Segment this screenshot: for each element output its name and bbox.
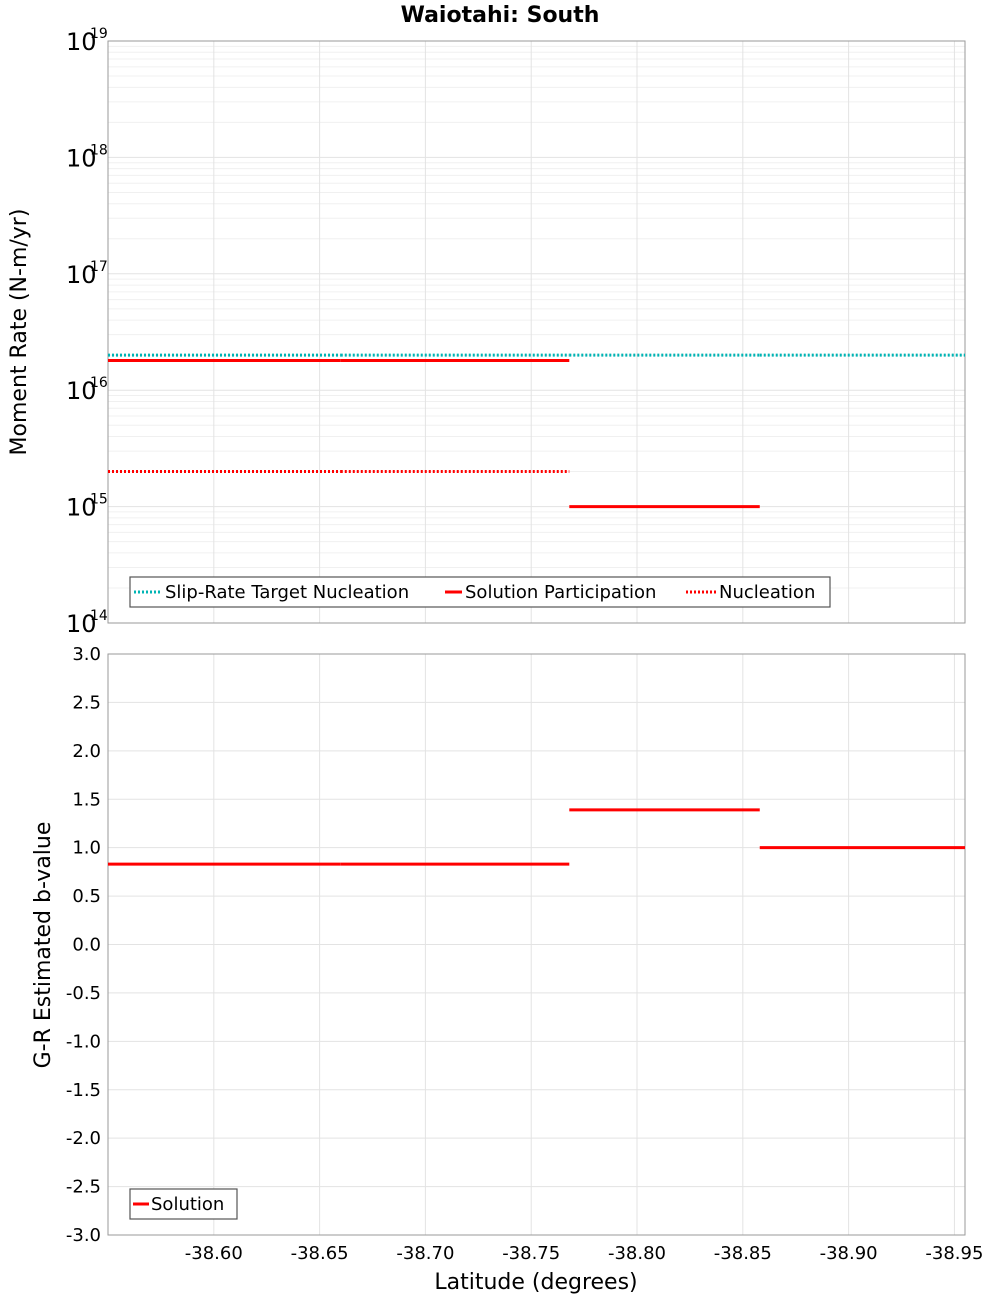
top-y-tick-exponent: 18 bbox=[90, 142, 108, 158]
bottom-y-tick-label: -3.0 bbox=[66, 1225, 101, 1246]
top-y-tick-label: 10 bbox=[66, 377, 97, 405]
top-y-tick-exponent: 19 bbox=[90, 26, 108, 42]
top-y-tick-exponent: 17 bbox=[90, 259, 108, 275]
bottom-panel-series bbox=[108, 808, 965, 866]
x-tick-label: -38.85 bbox=[714, 1243, 772, 1264]
x-tick-label: -38.70 bbox=[396, 1243, 454, 1264]
x-tick-label: -38.65 bbox=[291, 1243, 349, 1264]
x-tick-label: -38.75 bbox=[502, 1243, 560, 1264]
legend-label-solution-participation: Solution Participation bbox=[465, 582, 656, 603]
bottom-y-axis-label: G-R Estimated b-value bbox=[31, 822, 56, 1069]
legend-label-slip-rate-target: Slip-Rate Target Nucleation bbox=[165, 582, 409, 603]
bottom-y-axis-ticks: 3.0 2.5 2.0 1.5 1.0 0.5 0.0 -0.5 -1.0 -1.5 -2.0 -2.… bbox=[66, 644, 101, 1246]
x-tick-label: -38.80 bbox=[608, 1243, 666, 1264]
bottom-y-tick-label: -1.0 bbox=[66, 1031, 101, 1052]
bottom-y-tick-label: 2.0 bbox=[72, 741, 101, 762]
top-legend: Slip-Rate Target Nucleation Solution Par… bbox=[129, 576, 831, 608]
top-y-tick-exponent: 15 bbox=[90, 492, 108, 508]
chart-title: Waiotahi: South bbox=[401, 3, 600, 28]
bottom-y-tick-label: 3.0 bbox=[72, 644, 101, 665]
x-axis-ticks: -38.60 -38.65 -38.70 -38.75 -38.80 -38.85 -38.… bbox=[185, 1243, 984, 1264]
bottom-y-tick-label: 1.0 bbox=[72, 838, 101, 859]
x-tick-label: -38.60 bbox=[185, 1243, 243, 1264]
legend-label-solution: Solution bbox=[151, 1194, 224, 1215]
bottom-y-tick-label: -2.0 bbox=[66, 1128, 101, 1149]
bottom-y-tick-label: 1.5 bbox=[72, 789, 101, 810]
top-y-tick-label: 10 bbox=[66, 28, 97, 56]
bottom-y-tick-label: -0.5 bbox=[66, 983, 101, 1004]
x-tick-label: -38.90 bbox=[820, 1243, 878, 1264]
x-axis-label: Latitude (degrees) bbox=[434, 1270, 637, 1295]
legend-label-nucleation: Nucleation bbox=[719, 582, 815, 603]
bottom-panel-frame bbox=[107, 653, 966, 1236]
top-y-tick-label: 10 bbox=[66, 144, 97, 172]
top-panel-frame bbox=[107, 40, 966, 624]
top-y-tick-exponent: 16 bbox=[90, 375, 108, 391]
top-y-tick-exponent: 14 bbox=[90, 608, 108, 624]
bottom-y-tick-label: 0.0 bbox=[72, 935, 101, 956]
bottom-y-tick-label: -2.5 bbox=[66, 1177, 101, 1198]
top-y-tick-label: 10 bbox=[66, 610, 97, 638]
top-y-tick-label: 10 bbox=[66, 494, 97, 522]
top-y-tick-label: 10 bbox=[66, 261, 97, 289]
bottom-y-tick-label: 0.5 bbox=[72, 886, 101, 907]
bottom-legend: Solution bbox=[129, 1188, 238, 1220]
bottom-panel-grid bbox=[108, 653, 965, 1236]
bottom-y-tick-label: 2.5 bbox=[72, 692, 101, 713]
top-y-axis-label: Moment Rate (N-m/yr) bbox=[7, 209, 32, 456]
top-panel-grid bbox=[108, 40, 965, 624]
bottom-y-tick-label: -1.5 bbox=[66, 1080, 101, 1101]
top-legend-box bbox=[129, 576, 831, 608]
top-panel-series bbox=[108, 353, 965, 509]
x-tick-label: -38.95 bbox=[925, 1243, 983, 1264]
